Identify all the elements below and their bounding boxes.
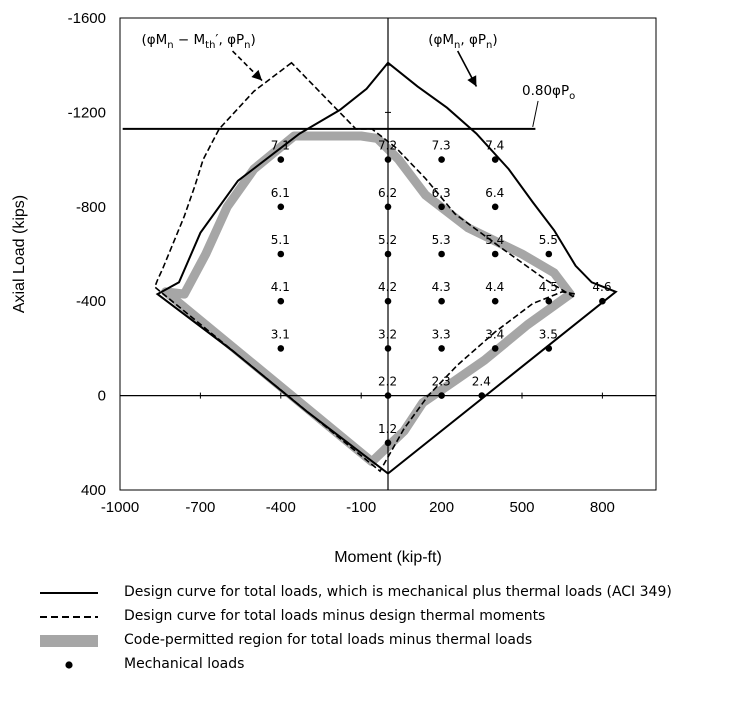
tick-layer: -1000 -700 -400 -100 200 500 800 -1600 -1200 -800… bbox=[68, 10, 615, 516]
x-tick-label: -1000 bbox=[101, 499, 139, 516]
point-label: 2.2 bbox=[378, 375, 397, 389]
y-tick-label: 0 bbox=[98, 388, 106, 405]
point-label: 7.4 bbox=[485, 139, 504, 153]
legend-item-code-permitted-region: Code-permitted region for total loads mi… bbox=[40, 630, 752, 654]
x-tick-label: 200 bbox=[429, 499, 454, 516]
x-axis-title: Moment (kip-ft) bbox=[334, 549, 442, 566]
legend: Design curve for total loads, which is m… bbox=[40, 582, 752, 678]
mechanical-load-point bbox=[545, 345, 553, 352]
y-tick-label: 400 bbox=[81, 482, 106, 499]
mechanical-load-point bbox=[478, 392, 486, 399]
mechanical-load-point bbox=[491, 203, 499, 211]
point-label: 1.2 bbox=[378, 422, 397, 436]
y-tick-label: -400 bbox=[76, 293, 106, 310]
point-label: 3.2 bbox=[378, 327, 397, 341]
point-label: 2.3 bbox=[432, 375, 451, 389]
mechanical-load-point bbox=[545, 250, 553, 258]
legend-swatch-dot bbox=[65, 661, 73, 669]
point-label: 3.4 bbox=[485, 327, 504, 341]
point-label: 5.3 bbox=[432, 233, 451, 247]
mechanical-load-point bbox=[545, 297, 553, 305]
mechanical-load-point bbox=[438, 250, 445, 258]
legend-swatch-solid bbox=[40, 592, 98, 594]
band-layer bbox=[161, 131, 575, 467]
mechanical-load-point bbox=[438, 345, 445, 352]
mechanical-load-point bbox=[384, 250, 392, 258]
mechanical-load-point bbox=[384, 392, 392, 399]
x-tick-label: -400 bbox=[266, 499, 296, 516]
point-label: 7.3 bbox=[432, 139, 451, 153]
mechanical-load-point bbox=[438, 203, 445, 211]
point-label: 7.2 bbox=[378, 139, 397, 153]
mechanical-load-point bbox=[491, 297, 499, 305]
point-label: 4.1 bbox=[271, 280, 290, 294]
mechanical-load-point bbox=[384, 297, 392, 305]
mechanical-load-point bbox=[277, 345, 285, 352]
annotation-arrow-dashed bbox=[231, 50, 263, 82]
x-tick-label: -700 bbox=[185, 499, 215, 516]
point-layer: 1.2 2.2 2.3 2.4 3.1 3.2 3.3 3.4 3.5 4.1 4.2 4.3 4.4 4… bbox=[271, 139, 611, 447]
mechanical-load-point bbox=[384, 203, 392, 211]
point-label: 6.4 bbox=[485, 186, 504, 200]
mechanical-load-point bbox=[491, 250, 499, 258]
point-label: 2.4 bbox=[472, 375, 491, 389]
mechanical-load-point bbox=[384, 439, 392, 447]
point-label: 4.4 bbox=[485, 280, 504, 294]
legend-label: Design curve for total loads, which is m… bbox=[124, 584, 672, 600]
mechanical-load-point bbox=[277, 250, 285, 258]
point-label: 5.1 bbox=[271, 233, 290, 247]
point-label: 7.1 bbox=[271, 139, 290, 153]
code-permitted-band bbox=[161, 131, 575, 467]
y-tick-label: -1600 bbox=[68, 10, 106, 27]
x-tick-label: 800 bbox=[590, 499, 615, 516]
legend-swatch-dashed bbox=[40, 616, 98, 618]
legend-item-minus-thermal-moments: Design curve for total loads minus desig… bbox=[40, 606, 752, 630]
annotation-arrow-solid bbox=[456, 50, 478, 87]
mechanical-load-point bbox=[384, 156, 392, 163]
mechanical-load-point bbox=[438, 156, 445, 163]
reference-line-label: 0.80φPo bbox=[522, 83, 575, 102]
mechanical-load-point bbox=[599, 297, 606, 305]
mechanical-load-point bbox=[491, 345, 499, 352]
point-label: 4.6 bbox=[592, 280, 611, 294]
mechanical-load-point bbox=[438, 297, 445, 305]
mechanical-load-point bbox=[384, 345, 392, 352]
y-tick-label: -800 bbox=[76, 199, 106, 216]
annot-layer: 0.80φPo (φMn − Mth′, φPn) (φMn, φPn) bbox=[141, 32, 575, 128]
annotation-dashed-curve: (φMn − Mth′, φPn) bbox=[141, 32, 255, 51]
point-label: 6.3 bbox=[432, 186, 451, 200]
y-axis-title: Axial Load (kips) bbox=[11, 195, 28, 313]
point-label: 6.1 bbox=[271, 186, 290, 200]
mechanical-load-point bbox=[277, 297, 285, 305]
point-label: 4.3 bbox=[432, 280, 451, 294]
chart: 1.2 2.2 2.3 2.4 3.1 3.2 3.3 3.4 3.5 4.1 4.2 4.3 4.4 4… bbox=[11, 10, 657, 566]
minus-thermal-curve bbox=[153, 61, 578, 473]
annotation-solid-curve: (φMn, φPn) bbox=[428, 32, 497, 51]
legend-label: Design curve for total loads minus desig… bbox=[124, 608, 546, 624]
point-label: 5.2 bbox=[378, 233, 397, 247]
reference-leader bbox=[532, 100, 539, 128]
x-tick-label: 500 bbox=[509, 499, 534, 516]
mechanical-load-point bbox=[438, 392, 445, 399]
mechanical-load-point bbox=[277, 156, 285, 163]
y-tick-label: -1200 bbox=[68, 104, 106, 121]
legend-label: Mechanical loads bbox=[124, 656, 245, 672]
legend-label: Code-permitted region for total loads mi… bbox=[124, 632, 533, 648]
point-label: 3.1 bbox=[271, 327, 290, 341]
point-label: 4.2 bbox=[378, 280, 397, 294]
point-label: 5.4 bbox=[485, 233, 504, 247]
point-label: 5.5 bbox=[539, 233, 558, 247]
legend-item-total-loads: Design curve for total loads, which is m… bbox=[40, 582, 752, 606]
legend-item-mechanical-loads: Mechanical loads bbox=[40, 654, 752, 678]
point-label: 4.5 bbox=[539, 280, 558, 294]
point-label: 3.5 bbox=[539, 327, 558, 341]
legend-swatch-band bbox=[40, 635, 98, 647]
mechanical-load-point bbox=[491, 156, 499, 163]
x-tick-label: -100 bbox=[346, 499, 376, 516]
point-label: 3.3 bbox=[432, 327, 451, 341]
point-label: 6.2 bbox=[378, 186, 397, 200]
mechanical-load-point bbox=[277, 203, 285, 211]
